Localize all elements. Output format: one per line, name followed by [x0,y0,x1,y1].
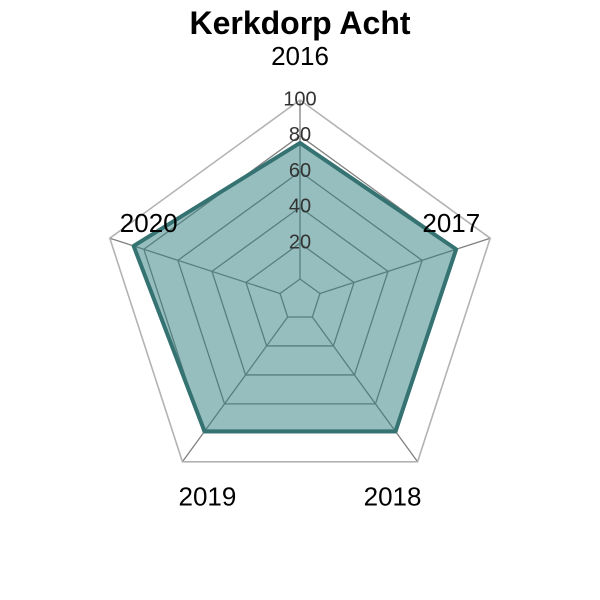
axis-label-2017: 2017 [422,208,480,238]
axis-label-2020: 2020 [120,208,178,238]
series-area [133,142,457,432]
tick-label-100: 100 [283,88,316,110]
chart-title: Kerkdorp Acht [189,5,410,41]
tick-label-20: 20 [289,231,311,253]
axis-label-2016: 2016 [271,41,329,71]
tick-labels: 20 40 60 80 100 [283,88,316,253]
tick-label-80: 80 [289,124,311,146]
axis-label-2018: 2018 [364,482,422,512]
series-layer [131,140,459,434]
tick-label-60: 60 [289,160,311,182]
axis-labels: 2016 2017 2018 2019 2020 [120,41,480,512]
tick-label-40: 40 [289,196,311,218]
grid-ring-100 [108,99,492,463]
axis-label-2019: 2019 [179,482,237,512]
series-line [131,140,459,434]
